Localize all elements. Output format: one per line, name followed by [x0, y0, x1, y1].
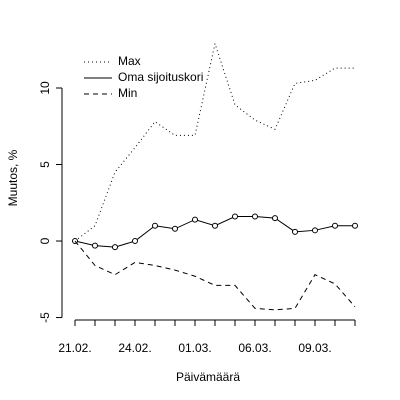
y-tick-label: -5: [38, 312, 52, 323]
series-point: [192, 216, 198, 223]
x-tick-label: 09.03.: [298, 341, 331, 355]
x-tick-label: 24.02.: [118, 341, 151, 355]
series-point: [212, 222, 218, 229]
y-tick-label: 0: [38, 237, 52, 244]
legend-label: Max: [118, 54, 141, 68]
series-line: [74, 41, 355, 242]
series-point: [92, 242, 98, 249]
x-tick-label: 01.03.: [178, 341, 211, 355]
series-point: [312, 227, 318, 234]
series-point: [252, 213, 258, 220]
y-axis-title: Muutos, %: [6, 149, 20, 206]
legend-label: Min: [118, 86, 137, 100]
y-tick-label: 10: [38, 81, 52, 95]
legend-label: Oma sijoituskori: [118, 70, 203, 84]
series-point: [292, 228, 298, 235]
series-line: [74, 240, 356, 311]
series-point: [112, 244, 118, 251]
series-point: [152, 222, 158, 229]
x-axis-title: Päivämäärä: [176, 370, 240, 384]
series-point: [172, 225, 178, 232]
series-point: [232, 213, 238, 220]
series-point: [352, 222, 358, 229]
x-tick-label: 21.02.: [58, 341, 91, 355]
series-point: [272, 215, 278, 222]
series-point: [132, 238, 138, 245]
x-tick-label: 06.03.: [238, 341, 271, 355]
y-tick-label: 5: [38, 161, 52, 168]
series-point: [332, 222, 338, 229]
